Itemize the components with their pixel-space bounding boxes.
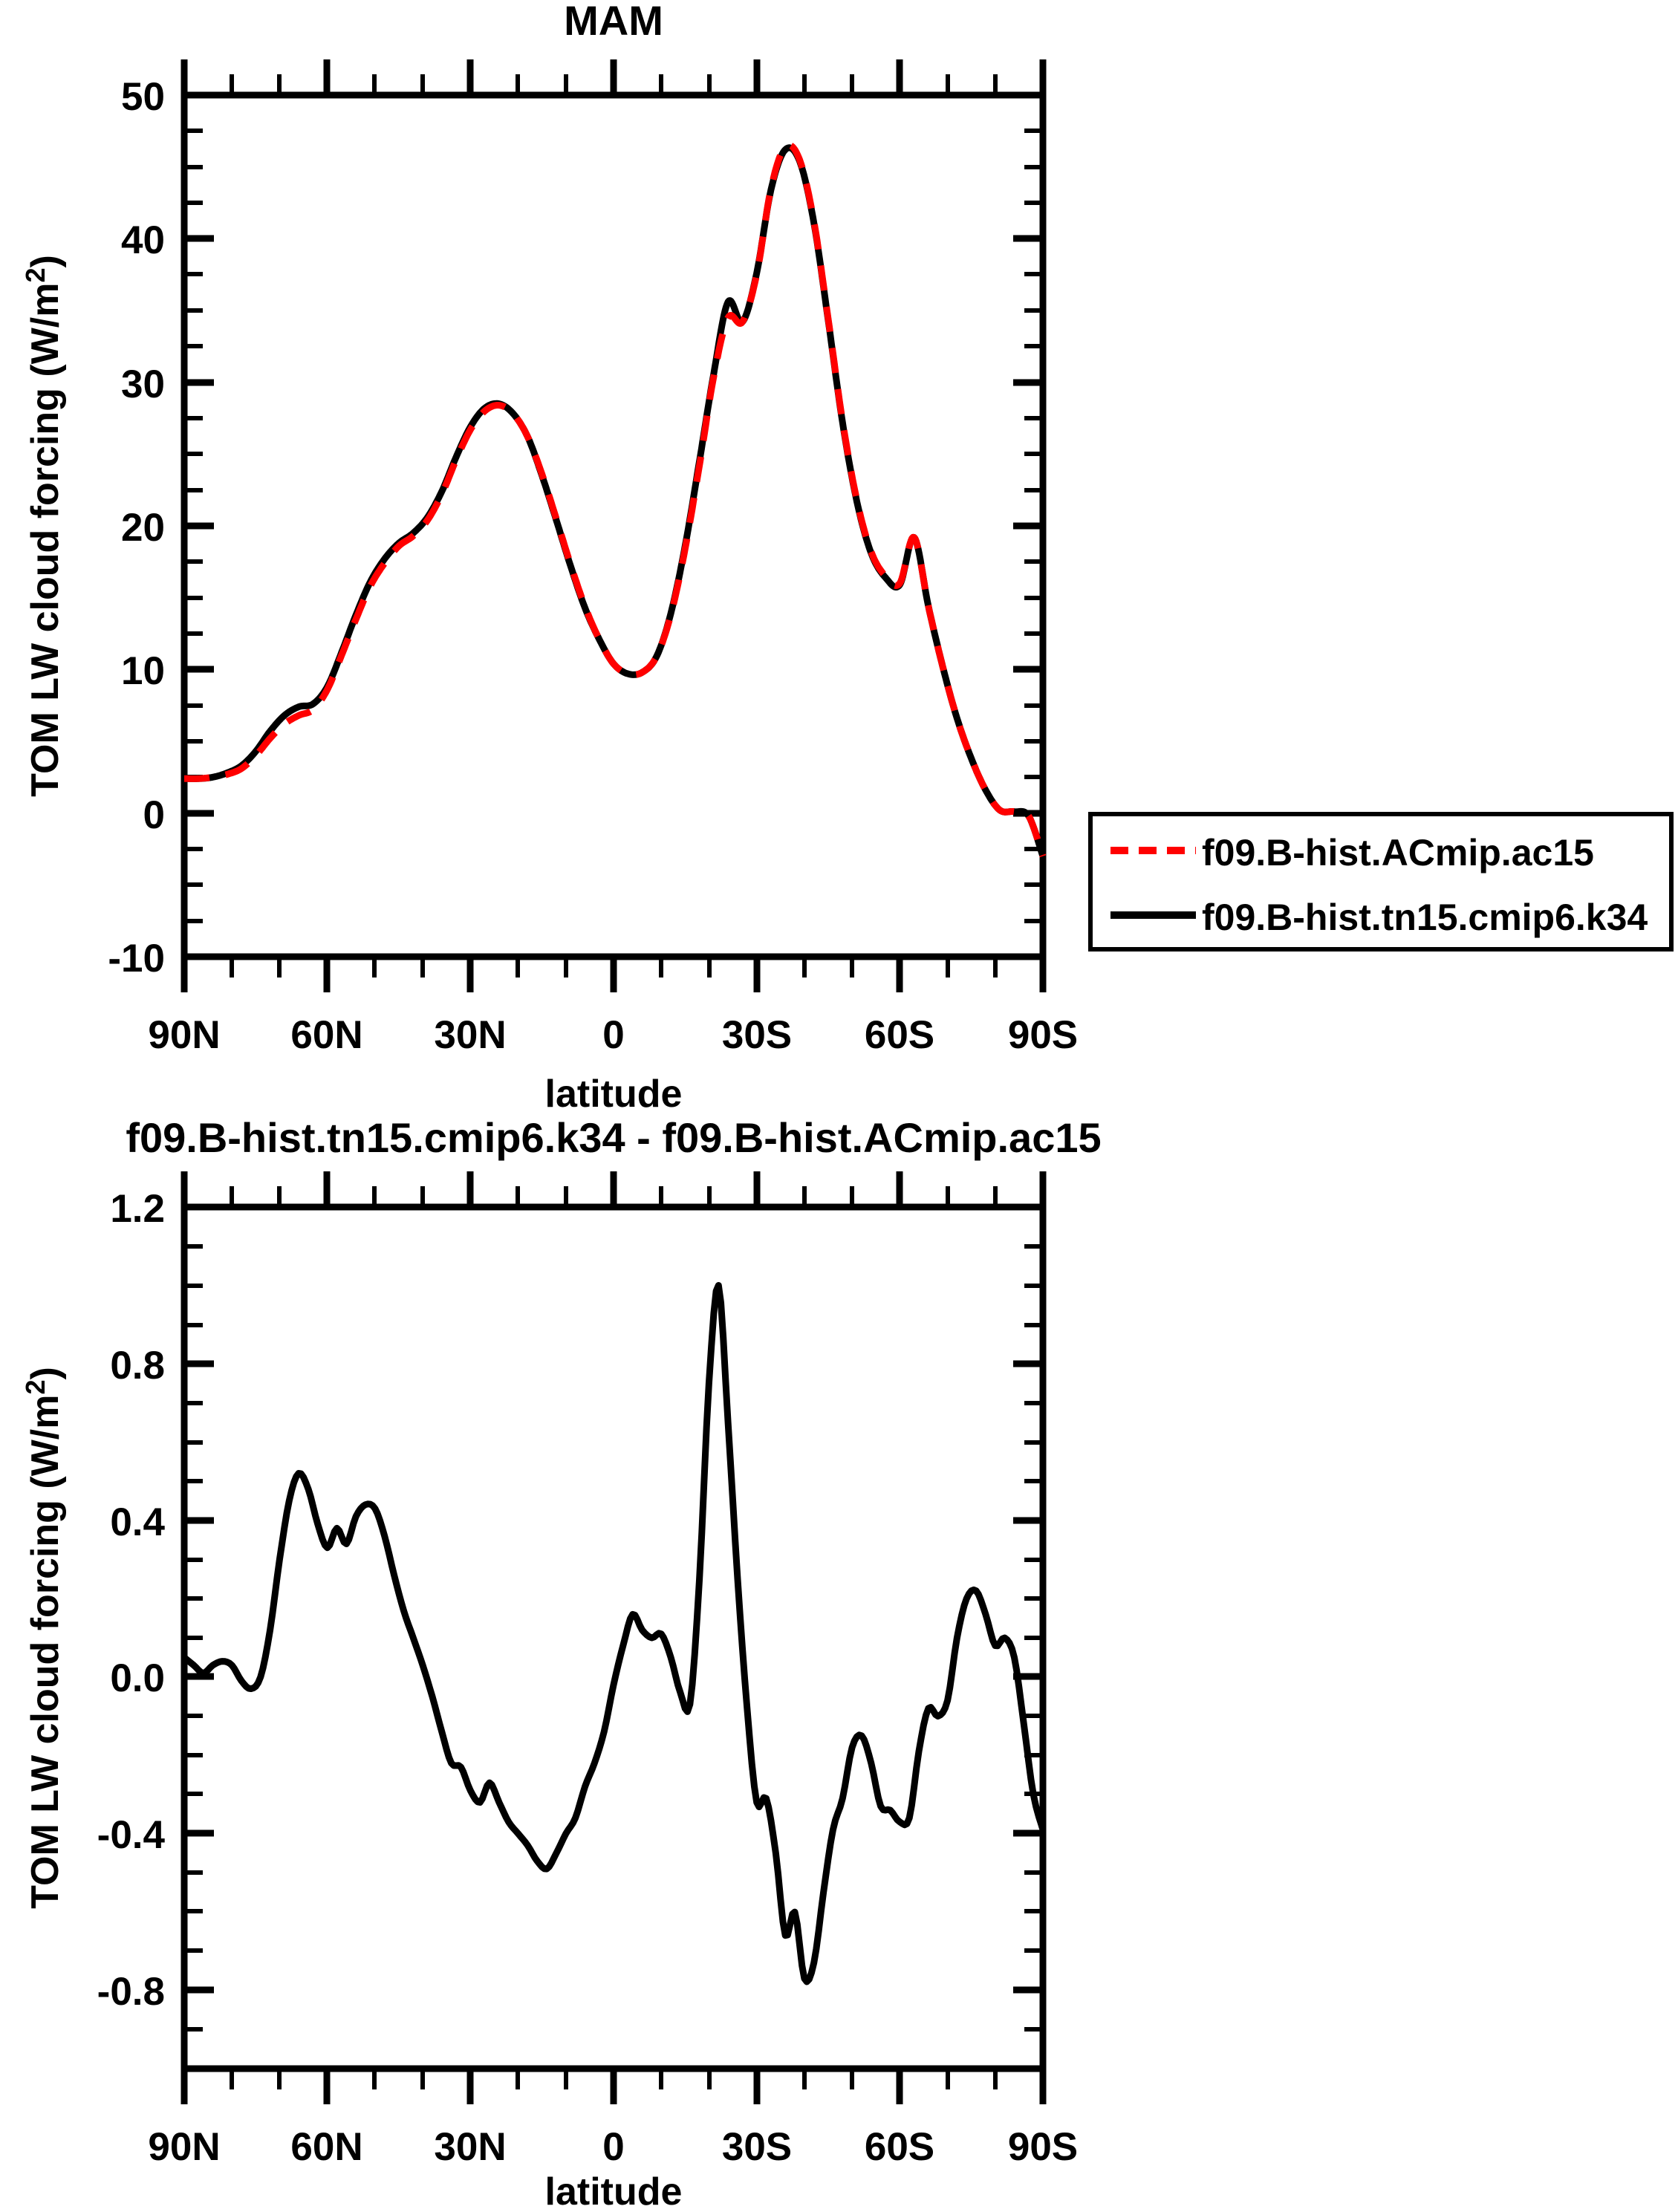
legend: f09.B-hist.ACmip.ac15 f09.B-hist.tn15.cm…: [1088, 812, 1674, 952]
bottom-ytick-1_2: 1.2: [110, 1187, 165, 1231]
bottom-xtick-0: 0: [602, 2125, 624, 2169]
legend-item-label-0: f09.B-hist.ACmip.ac15: [1202, 832, 1594, 874]
top-panel-x-minor-ticks: [230, 957, 998, 977]
bottom-ytick-neg0_4: -0.4: [97, 1813, 166, 1857]
svg-text:TOM LW cloud forcing (W/m2): TOM LW cloud forcing (W/m2): [20, 255, 67, 797]
bottom-xtick-60N: 60N: [290, 2125, 362, 2169]
top-ytick-30: 30: [121, 362, 165, 406]
top-panel-x-minor-ticks-top: [230, 74, 998, 95]
top-panel-xaxis-label: latitude: [545, 1073, 683, 1116]
top-panel-title: MAM: [564, 0, 663, 44]
top-yaxis-label-sup: 2: [20, 267, 51, 282]
bottom-panel-xaxis-label: latitude: [545, 2170, 683, 2212]
top-ytick-neg10: -10: [108, 937, 165, 980]
bottom-panel-x-minor-ticks: [230, 2069, 998, 2089]
bottom-panel-x-major-ticks-top: [181, 1171, 1047, 1207]
top-ytick-40: 40: [121, 218, 165, 262]
top-panel-x-major-ticks: [181, 957, 1047, 992]
bottom-panel-y-major-ticks: [184, 1203, 214, 1994]
top-panel-y-major-ticks: [184, 91, 214, 960]
top-xtick-90S: 90S: [1008, 1013, 1078, 1057]
legend-box: [1088, 812, 1674, 952]
top-ytick-20: 20: [121, 506, 165, 550]
top-ytick-10: 10: [121, 649, 165, 693]
top-yaxis-label-close: ): [24, 255, 67, 267]
bottom-panel-title: f09.B-hist.tn15.cmip6.k34 - f09.B-hist.A…: [126, 1114, 1101, 1161]
bottom-yaxis-label-close: ): [24, 1367, 67, 1379]
bottom-yaxis-label-sup: 2: [20, 1379, 51, 1394]
bottom-panel-x-major-ticks: [181, 2069, 1047, 2104]
bottom-ytick-0_8: 0.8: [110, 1344, 165, 1388]
top-xtick-60N: 60N: [290, 1013, 362, 1057]
bottom-panel-y-minor-ticks: [184, 1244, 203, 2032]
svg-text:TOM LW cloud forcing (W/m2): TOM LW cloud forcing (W/m2): [20, 1367, 67, 1909]
top-xtick-30N: 30N: [434, 1013, 506, 1057]
bottom-ytick-0_0: 0.0: [110, 1656, 165, 1700]
top-xtick-30S: 30S: [722, 1013, 792, 1057]
top-panel-yaxis-label: TOM LW cloud forcing (W/m2): [20, 255, 67, 797]
bottom-ytick-0_4: 0.4: [110, 1500, 165, 1544]
top-panel-series-red: [181, 141, 1047, 858]
bottom-xtick-60S: 60S: [865, 2125, 934, 2169]
top-yaxis-label-main: TOM LW cloud forcing (W/m: [24, 283, 67, 797]
bottom-panel-yaxis-label: TOM LW cloud forcing (W/m2): [20, 1367, 67, 1909]
top-panel: MAM: [20, 0, 1078, 1116]
top-xtick-0: 0: [602, 1013, 624, 1057]
legend-item-label-1: f09.B-hist.tn15.cmip6.k34: [1202, 897, 1648, 938]
bottom-yaxis-label-main: TOM LW cloud forcing (W/m: [24, 1395, 67, 1909]
bottom-panel-difference-series: [181, 1282, 1047, 1985]
top-xtick-60S: 60S: [865, 1013, 934, 1057]
bottom-panel-x-minor-ticks-top: [230, 1186, 998, 1207]
bottom-xtick-30N: 30N: [434, 2125, 506, 2169]
bottom-xtick-90N: 90N: [148, 2125, 220, 2169]
bottom-xtick-90S: 90S: [1008, 2125, 1078, 2169]
top-ytick-0: 0: [143, 793, 165, 837]
bottom-ytick-neg0_8: -0.8: [97, 1970, 165, 2014]
top-ytick-50: 50: [121, 75, 165, 119]
bottom-xtick-30S: 30S: [722, 2125, 792, 2169]
top-xtick-90N: 90N: [148, 1013, 220, 1057]
top-panel-y-minor-ticks-right: [1024, 129, 1043, 923]
bottom-panel: f09.B-hist.tn15.cmip6.k34 - f09.B-hist.A…: [20, 1114, 1102, 2212]
top-panel-x-major-ticks-top: [181, 59, 1047, 95]
